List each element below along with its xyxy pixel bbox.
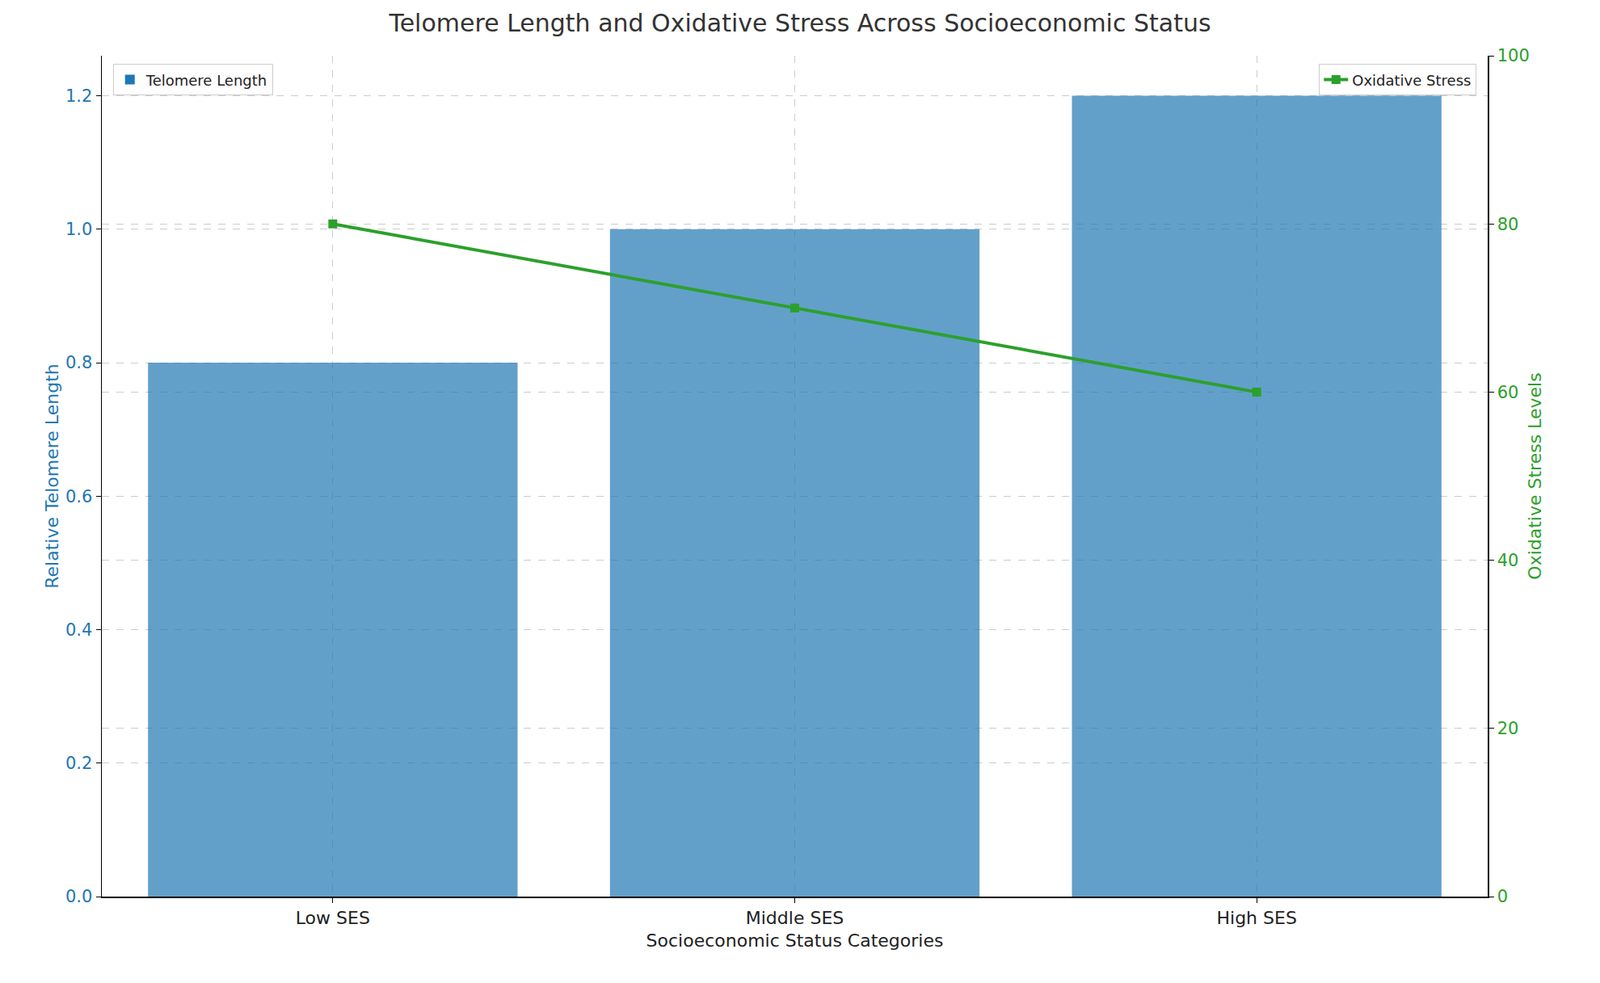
svg-text:0.6: 0.6 <box>65 487 93 507</box>
svg-text:0: 0 <box>1497 887 1508 907</box>
svg-text:High SES: High SES <box>1216 908 1297 929</box>
svg-text:20: 20 <box>1497 719 1520 739</box>
svg-text:60: 60 <box>1497 383 1520 403</box>
svg-text:Middle SES: Middle SES <box>745 908 845 929</box>
svg-text:80: 80 <box>1497 214 1520 235</box>
svg-text:Low SES: Low SES <box>295 908 371 929</box>
svg-text:0.0: 0.0 <box>65 887 93 907</box>
svg-text:1.2: 1.2 <box>65 86 93 106</box>
svg-text:Socioeconomic Status Categorie: Socioeconomic Status Categories <box>646 930 944 952</box>
svg-text:0.4: 0.4 <box>65 620 93 640</box>
svg-text:Oxidative Stress Levels: Oxidative Stress Levels <box>1524 372 1546 580</box>
svg-text:0.8: 0.8 <box>65 353 93 373</box>
svg-text:40: 40 <box>1497 551 1520 571</box>
svg-text:Telomere Length and Oxidative: Telomere Length and Oxidative Stress Acr… <box>387 8 1211 38</box>
svg-text:100: 100 <box>1497 46 1530 66</box>
svg-text:Relative Telomere Length: Relative Telomere Length <box>42 363 63 589</box>
svg-text:0.2: 0.2 <box>65 753 93 774</box>
svg-text:1.0: 1.0 <box>65 219 93 240</box>
svg-text:Oxidative Stress: Oxidative Stress <box>1351 71 1471 89</box>
svg-text:Telomere Length: Telomere Length <box>145 71 268 89</box>
